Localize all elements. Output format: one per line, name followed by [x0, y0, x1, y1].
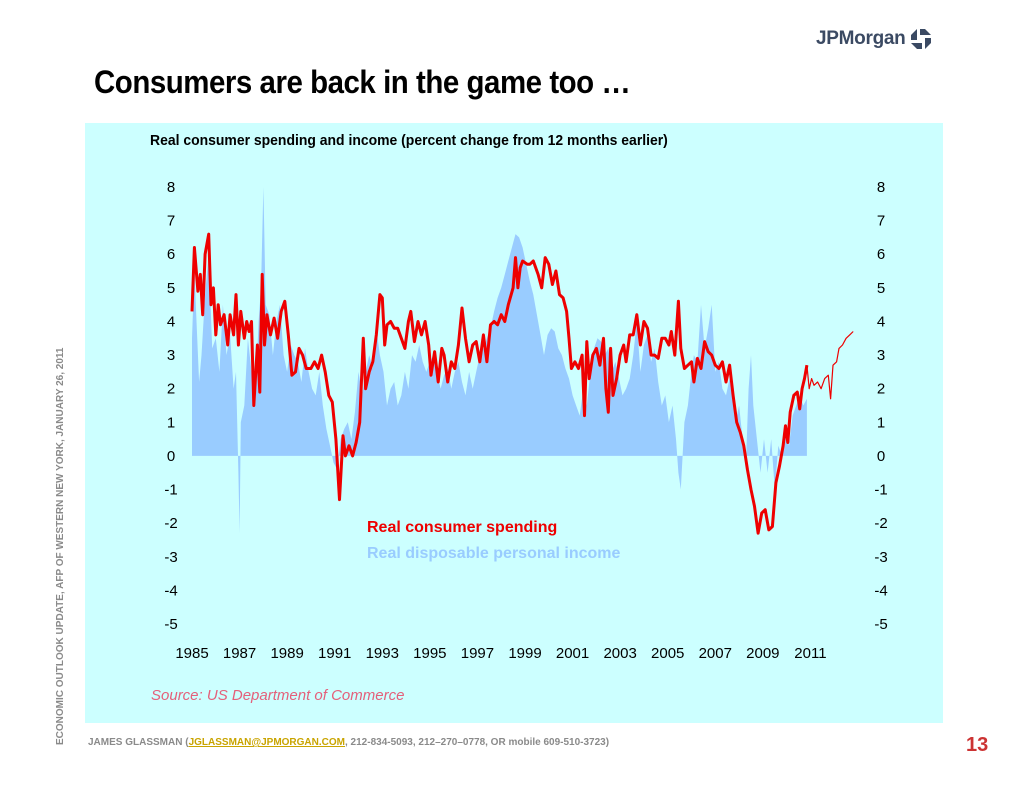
- y-tick-left-7: 1: [167, 414, 175, 431]
- jpmorgan-logo: JPMorgan: [816, 28, 932, 50]
- x-tick-2: 1989: [270, 645, 303, 662]
- y-tick-right-0: 8: [877, 179, 885, 196]
- y-tick-right-6: 2: [877, 381, 885, 398]
- footer-prefix: JAMES GLASSMAN (: [88, 737, 189, 748]
- y-tick-left-11: -3: [164, 549, 177, 566]
- legend: Real consumer spending Real disposable pe…: [367, 519, 621, 562]
- y-tick-right-4: 4: [877, 313, 885, 330]
- y-tick-right-5: 3: [877, 347, 885, 364]
- x-tick-10: 2005: [651, 645, 684, 662]
- series-line-spending-projection: [806, 331, 854, 400]
- x-tick-5: 1995: [413, 645, 446, 662]
- page-number: 13: [966, 734, 989, 756]
- y-tick-right-11: -3: [874, 549, 887, 566]
- y-tick-right-7: 1: [877, 414, 885, 431]
- chart-source: Source: US Department of Commerce: [151, 687, 405, 704]
- y-tick-right-1: 7: [877, 213, 885, 230]
- y-tick-left-6: 2: [167, 381, 175, 398]
- y-tick-right-3: 5: [877, 280, 885, 297]
- x-tick-6: 1997: [461, 645, 494, 662]
- y-tick-left-0: 8: [167, 179, 175, 196]
- x-tick-4: 1993: [366, 645, 399, 662]
- y-tick-right-13: -5: [874, 616, 887, 633]
- x-tick-9: 2003: [603, 645, 636, 662]
- x-tick-3: 1991: [318, 645, 351, 662]
- x-tick-7: 1999: [508, 645, 541, 662]
- y-tick-right-10: -2: [874, 515, 887, 532]
- footer: JAMES GLASSMAN (JGLASSMAN@JPMORGAN.COM, …: [88, 737, 609, 748]
- footer-email-link[interactable]: JGLASSMAN@JPMORGAN.COM: [188, 737, 345, 748]
- y-tick-left-8: 0: [167, 448, 175, 465]
- x-tick-0: 1985: [175, 645, 208, 662]
- spending-layer: [190, 232, 854, 535]
- jpmorgan-octagon-logo-icon: [911, 29, 932, 49]
- y-tick-left-3: 5: [167, 280, 175, 297]
- y-tick-left-2: 6: [167, 246, 175, 263]
- y-tick-left-1: 7: [167, 213, 175, 230]
- y-tick-right-9: -1: [874, 482, 887, 499]
- y-ticks-right: 8 7 6 5 4 3 2 1 0 -1 -2 -3 -4 -5: [874, 179, 887, 633]
- slide-title: Consumers are back in the game too …: [94, 64, 631, 100]
- y-tick-left-9: -1: [164, 482, 177, 499]
- series-line-spending: [190, 232, 809, 535]
- x-tick-11: 2007: [699, 645, 732, 662]
- logo-text: JPMorgan: [816, 28, 906, 49]
- y-tick-left-12: -4: [164, 582, 177, 599]
- footer-suffix: , 212-834-5093, 212–270–0778, OR mobile …: [345, 737, 610, 748]
- x-tick-12: 2009: [746, 645, 779, 662]
- x-tick-13: 2011: [794, 645, 826, 662]
- x-tick-1: 1987: [223, 645, 256, 662]
- x-ticks: 1985 1987 1989 1991 1993 1995 1997 1999 2001 2003…: [175, 645, 826, 662]
- y-tick-left-10: -2: [164, 515, 177, 532]
- y-tick-right-8: 0: [877, 448, 885, 465]
- chart-title: Real consumer spending and income (perce…: [150, 132, 668, 149]
- y-tick-left-4: 4: [167, 313, 175, 330]
- y-tick-left-13: -5: [164, 616, 177, 633]
- legend-spending: Real consumer spending: [367, 519, 557, 536]
- legend-income: Real disposable personal income: [367, 545, 621, 562]
- y-tick-left-5: 3: [167, 347, 175, 364]
- y-ticks-left: 8 7 6 5 4 3 2 1 0 -1 -2 -3 -4 -5: [164, 179, 177, 633]
- y-tick-right-12: -4: [874, 582, 887, 599]
- y-tick-right-2: 6: [877, 246, 885, 263]
- x-tick-8: 2001: [556, 645, 589, 662]
